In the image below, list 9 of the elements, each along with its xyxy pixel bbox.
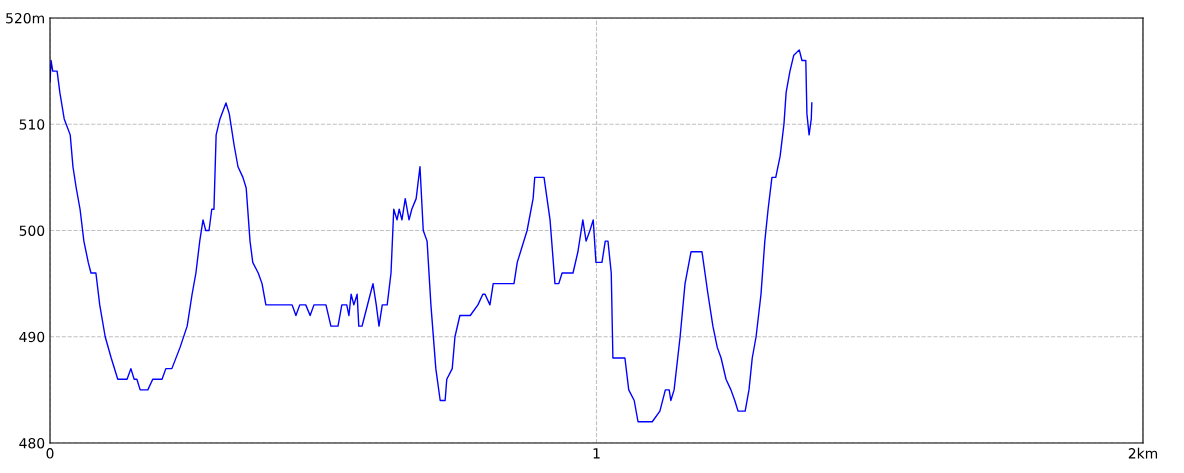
y-tick-label: 520m	[6, 12, 44, 24]
y-tick-label: 490	[19, 331, 45, 343]
x-tick-label: 2km	[1128, 447, 1158, 459]
x-tick-label: 1	[593, 448, 600, 459]
x-tick-label: 0	[46, 448, 54, 459]
y-tick-label: 480	[19, 437, 45, 449]
y-tick-label: 510	[19, 119, 45, 130]
y-tick-label: 500	[19, 225, 45, 236]
line-series	[50, 49, 813, 423]
